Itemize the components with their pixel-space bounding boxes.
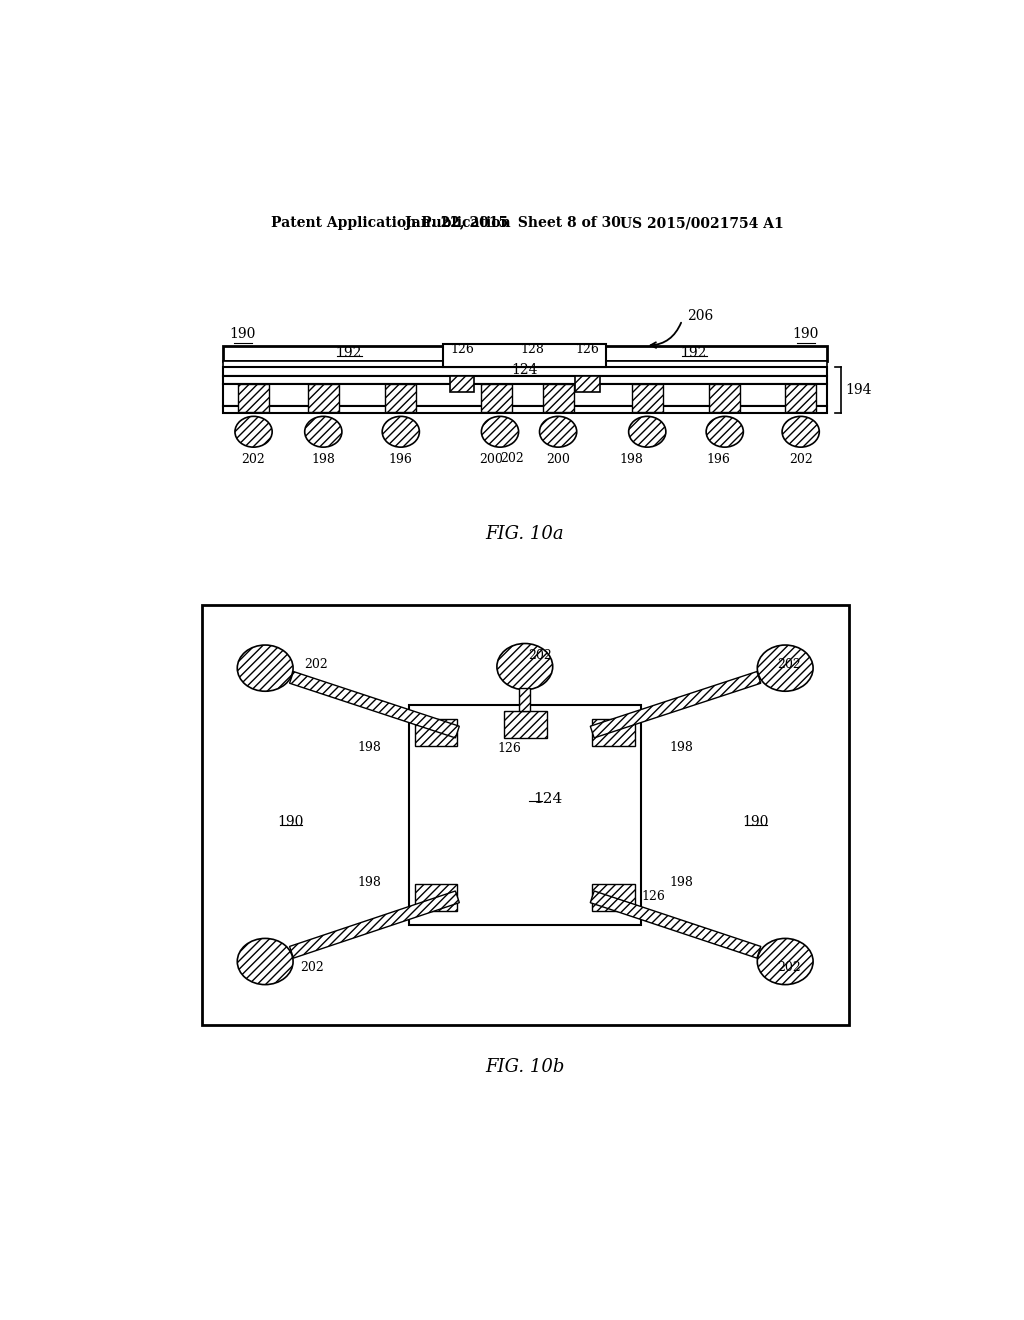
Bar	[592, 719, 635, 746]
Ellipse shape	[540, 416, 577, 447]
Bar	[543, 384, 573, 412]
Text: 202: 202	[300, 961, 324, 974]
Ellipse shape	[238, 939, 293, 985]
Text: Jan. 22, 2015  Sheet 8 of 30: Jan. 22, 2015 Sheet 8 of 30	[406, 216, 622, 230]
Text: 196: 196	[389, 453, 413, 466]
Text: 202: 202	[500, 451, 523, 465]
Text: 198: 198	[357, 741, 382, 754]
Polygon shape	[290, 891, 460, 958]
Bar	[222, 367, 827, 376]
Bar	[222, 360, 827, 367]
Bar	[592, 884, 635, 911]
Polygon shape	[519, 688, 530, 711]
Text: 128: 128	[520, 343, 545, 356]
Text: 190: 190	[278, 816, 304, 829]
Text: 202: 202	[528, 648, 552, 661]
Text: 126: 126	[641, 890, 665, 903]
Ellipse shape	[758, 939, 813, 985]
Ellipse shape	[481, 416, 518, 447]
Ellipse shape	[305, 416, 342, 447]
Ellipse shape	[497, 644, 553, 690]
Bar	[238, 384, 269, 412]
Bar	[415, 719, 458, 746]
Text: 126: 126	[575, 343, 599, 356]
Bar	[222, 384, 827, 405]
Bar	[222, 346, 827, 360]
Text: 196: 196	[707, 453, 730, 466]
Text: 200: 200	[479, 453, 503, 466]
Ellipse shape	[758, 645, 813, 692]
Text: 198: 198	[620, 453, 644, 466]
Text: 192: 192	[336, 346, 362, 360]
Text: 124: 124	[511, 363, 538, 378]
Bar	[202, 605, 849, 1024]
Ellipse shape	[382, 416, 420, 447]
Text: 202: 202	[242, 453, 265, 466]
Text: 126: 126	[451, 343, 474, 356]
Ellipse shape	[234, 416, 272, 447]
Text: 202: 202	[777, 657, 801, 671]
Bar	[222, 376, 827, 384]
Text: 190: 190	[742, 816, 769, 829]
Bar	[415, 884, 458, 911]
Polygon shape	[590, 672, 761, 738]
Text: 202: 202	[788, 453, 813, 466]
Text: Patent Application Publication: Patent Application Publication	[271, 216, 511, 230]
Bar	[222, 405, 827, 413]
Text: 192: 192	[681, 346, 707, 360]
Text: 202: 202	[304, 657, 328, 671]
Bar	[504, 711, 547, 738]
Text: 198: 198	[670, 741, 693, 754]
Text: FIG. 10b: FIG. 10b	[485, 1059, 564, 1076]
Ellipse shape	[629, 416, 666, 447]
Bar	[575, 376, 600, 392]
Bar	[385, 384, 417, 412]
Ellipse shape	[782, 416, 819, 447]
Text: 190: 190	[229, 327, 256, 341]
Bar	[632, 384, 663, 412]
Text: 194: 194	[846, 383, 872, 397]
Text: 202: 202	[777, 961, 801, 974]
Text: 190: 190	[793, 327, 818, 341]
Polygon shape	[590, 891, 761, 958]
Text: 198: 198	[670, 875, 693, 888]
Bar	[481, 384, 512, 412]
Text: 124: 124	[534, 792, 562, 807]
Text: 198: 198	[357, 875, 382, 888]
Bar	[450, 376, 474, 392]
Ellipse shape	[238, 645, 293, 692]
Bar	[308, 384, 339, 412]
Bar	[785, 384, 816, 412]
Ellipse shape	[707, 416, 743, 447]
Text: 126: 126	[498, 742, 521, 755]
Bar	[710, 384, 740, 412]
Text: 206: 206	[687, 309, 714, 323]
Text: FIG. 10a: FIG. 10a	[485, 525, 564, 543]
Bar	[409, 705, 641, 924]
Polygon shape	[290, 672, 460, 738]
Text: US 2015/0021754 A1: US 2015/0021754 A1	[621, 216, 784, 230]
Text: 198: 198	[311, 453, 335, 466]
Text: 200: 200	[546, 453, 570, 466]
Bar	[443, 345, 606, 367]
